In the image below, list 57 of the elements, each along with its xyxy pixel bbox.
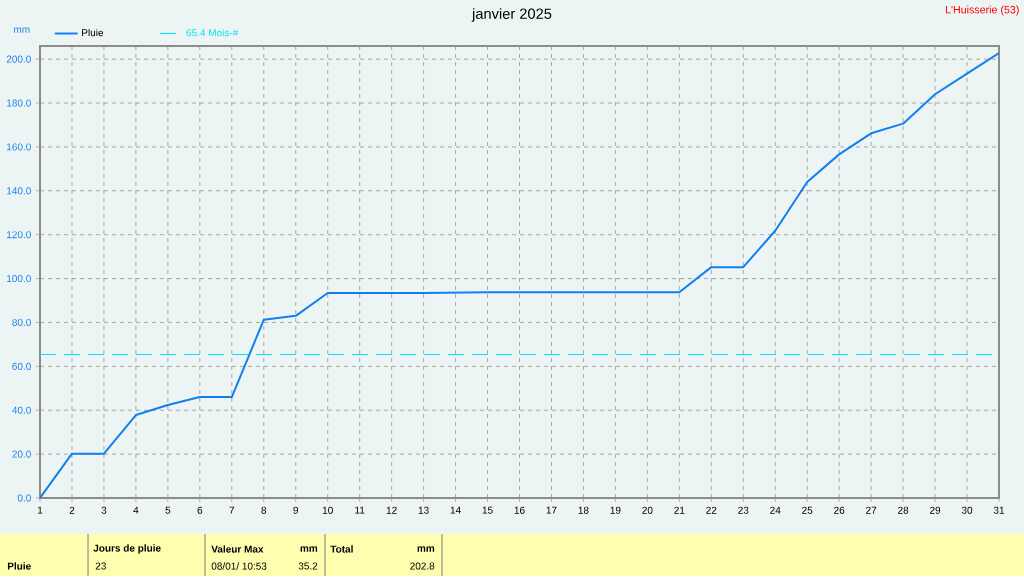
text: Total bbox=[330, 545, 353, 553]
text: 23 bbox=[95, 562, 106, 570]
x-tick-label: 15 bbox=[482, 506, 493, 514]
x-tick-label: 29 bbox=[930, 506, 941, 515]
text: 08/01/ 10:53 bbox=[211, 562, 267, 570]
x-tick-label: 17 bbox=[546, 506, 557, 514]
x-tick-label: 23 bbox=[738, 506, 749, 515]
x-tick-label: 7 bbox=[229, 506, 235, 514]
y-tick-label: 20.0 bbox=[12, 450, 31, 458]
y-tick-label: 180.0 bbox=[7, 99, 31, 107]
chart-subtitle: L'Huisserie (53) bbox=[945, 5, 1019, 16]
x-tick-label: 13 bbox=[418, 506, 429, 515]
x-tick-label: 14 bbox=[450, 506, 461, 514]
chart-title: janvier 2025 bbox=[471, 8, 552, 23]
y-tick-label: 140.0 bbox=[7, 187, 31, 195]
x-tick-label: 27 bbox=[866, 506, 877, 514]
y-tick-label: 40.0 bbox=[12, 406, 31, 414]
x-tick-label: 6 bbox=[197, 506, 203, 515]
x-tick-label: 24 bbox=[770, 506, 781, 514]
x-tick-label: 25 bbox=[802, 506, 813, 515]
x-tick-label: 8 bbox=[261, 506, 267, 515]
x-tick-label: 26 bbox=[834, 506, 845, 515]
text: mm bbox=[300, 546, 318, 552]
x-tick-label: 19 bbox=[610, 506, 621, 515]
text: mm bbox=[417, 546, 435, 552]
text: Pluie bbox=[7, 562, 31, 570]
y-axis-title: mm bbox=[14, 27, 30, 34]
text: 35.2 bbox=[298, 562, 318, 570]
legend-label: Pluie bbox=[82, 29, 104, 37]
x-tick-label: 9 bbox=[293, 506, 299, 515]
text: Valeur Max bbox=[211, 545, 264, 553]
y-tick-label: 60.0 bbox=[12, 363, 31, 371]
x-tick-label: 3 bbox=[101, 506, 107, 515]
legend-label: 65.4 Mois-# bbox=[186, 29, 239, 37]
x-tick-label: 12 bbox=[386, 506, 397, 514]
y-tick-label: 80.0 bbox=[12, 319, 31, 327]
x-tick-label: 18 bbox=[578, 506, 589, 515]
x-tick-label: 2 bbox=[69, 506, 75, 514]
x-tick-label: 20 bbox=[642, 506, 653, 515]
x-tick-label: 10 bbox=[322, 506, 333, 515]
y-tick-label: 120.0 bbox=[7, 231, 31, 239]
x-tick-label: 11 bbox=[355, 506, 365, 514]
y-tick-label: 0.0 bbox=[17, 494, 31, 502]
text: Jours de pluie bbox=[93, 544, 161, 554]
y-tick-label: 100.0 bbox=[7, 275, 31, 283]
x-tick-label: 21 bbox=[674, 506, 685, 514]
y-tick-label: 200.0 bbox=[6, 55, 31, 63]
x-tick-label: 28 bbox=[898, 506, 909, 515]
x-tick-label: 5 bbox=[165, 506, 171, 514]
x-tick-label: 1 bbox=[37, 506, 43, 514]
y-tick-label: 160.0 bbox=[7, 143, 31, 151]
x-tick-label: 16 bbox=[514, 506, 525, 515]
x-tick-label: 30 bbox=[961, 506, 973, 515]
x-tick-label: 4 bbox=[133, 506, 139, 514]
x-tick-label: 31 bbox=[993, 506, 1005, 515]
x-tick-label: 22 bbox=[706, 506, 717, 514]
text: 202.8 bbox=[410, 562, 435, 570]
